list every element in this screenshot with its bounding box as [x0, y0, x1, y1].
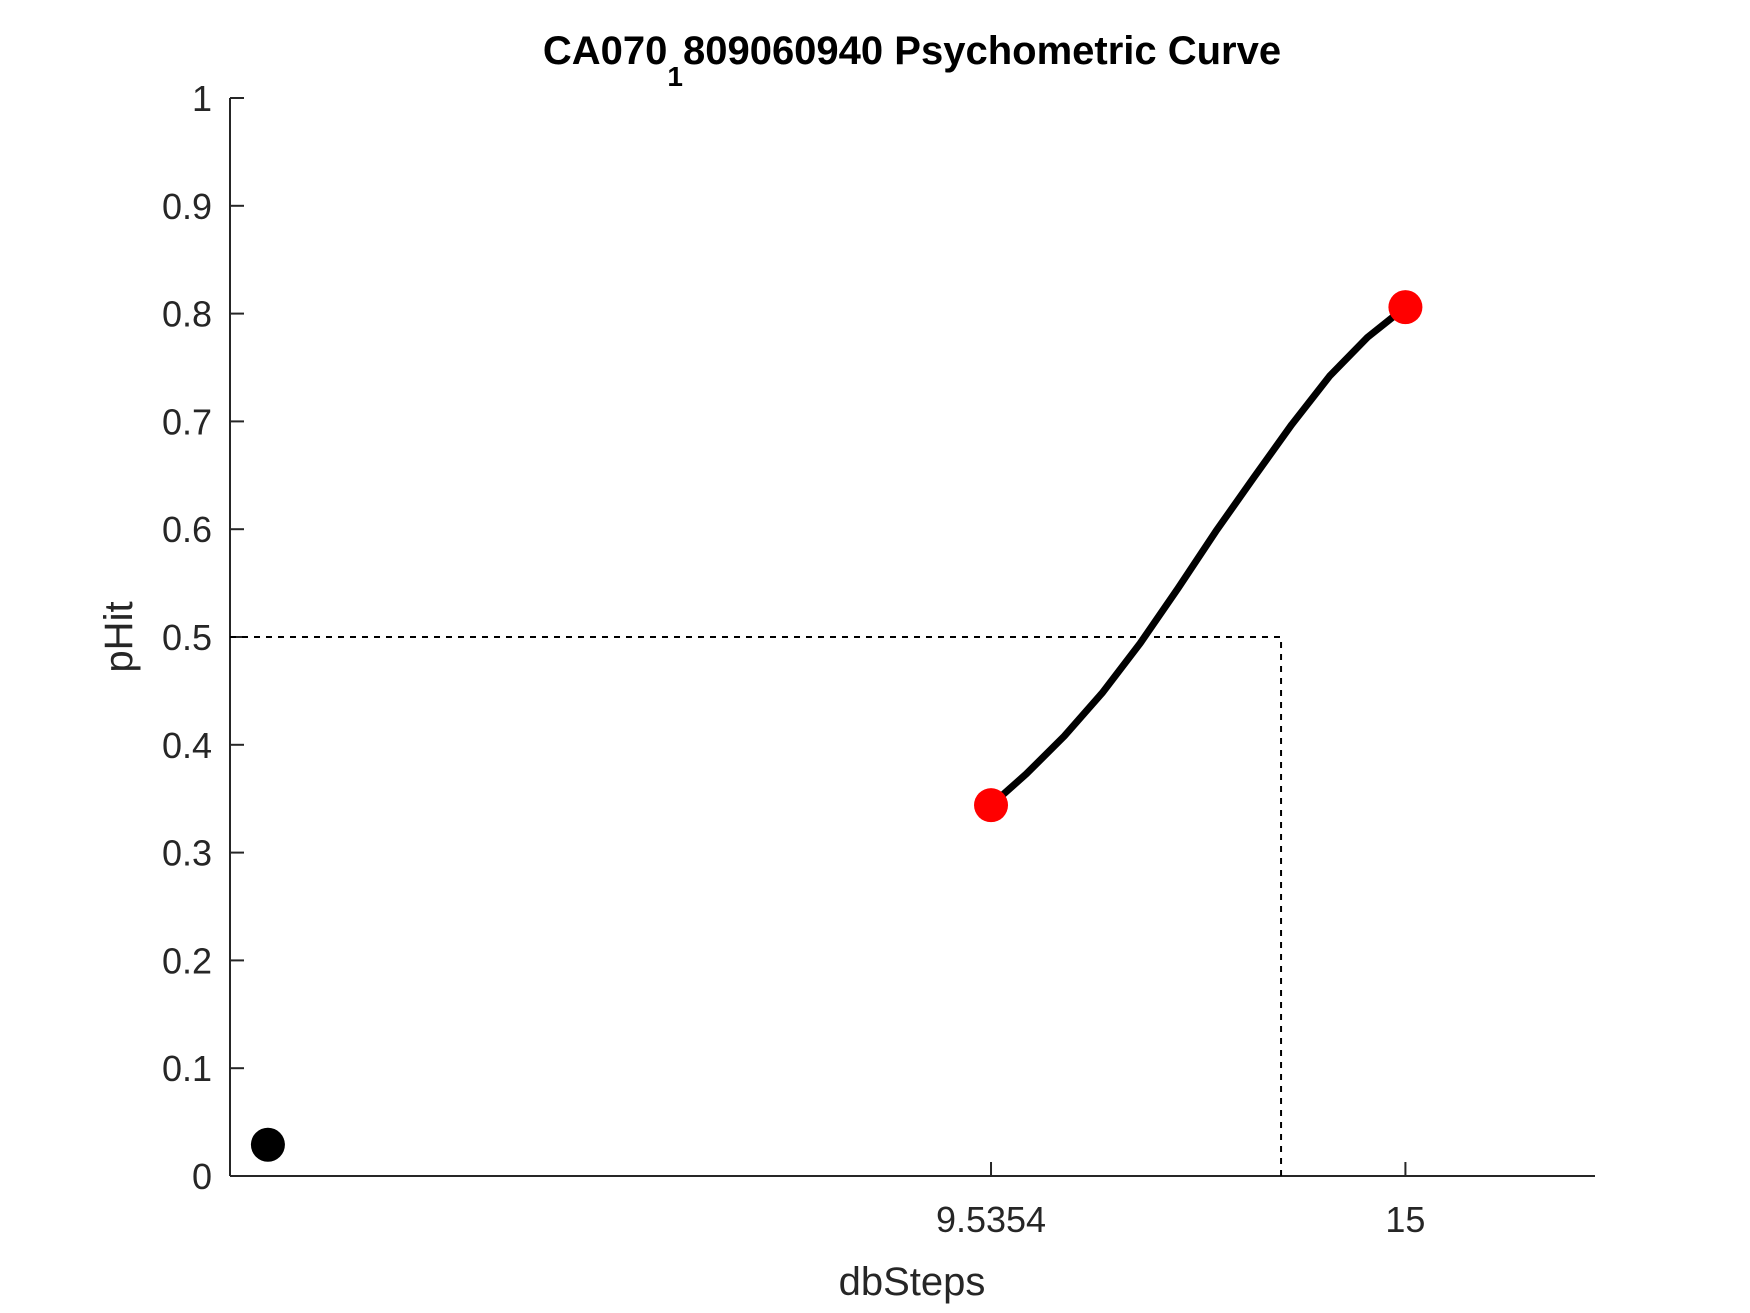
- data-point: [250, 1127, 285, 1162]
- x-tick-label: 9.5354: [936, 1199, 1046, 1240]
- y-tick-label: 0.1: [162, 1048, 212, 1089]
- fit-curve-line: [987, 303, 1409, 809]
- y-tick-label: 0.9: [162, 186, 212, 227]
- chart-title-suffix: 809060940 Psychometric Curve: [683, 29, 1281, 73]
- x-tick-label: 15: [1385, 1199, 1425, 1240]
- chart-title-subscript: 1: [667, 61, 683, 92]
- y-axis-label: pHit: [97, 601, 141, 672]
- y-tick-label: 0: [192, 1156, 212, 1197]
- y-tick-label: 0.2: [162, 940, 212, 981]
- y-tick-label: 1: [192, 78, 212, 119]
- y-tick-label: 0.3: [162, 833, 212, 874]
- chart-title: CA0701809060940 Psychometric Curve: [543, 29, 1281, 92]
- chart-title-prefix: CA070: [543, 29, 668, 73]
- y-tick-label: 0.4: [162, 725, 212, 766]
- data-point: [1388, 290, 1423, 325]
- y-axis-ticks: 0 0.1 0.2 0.3 0.4 0.5 0.6 0.7 0.8 0.9 1: [162, 78, 244, 1197]
- x-axis-ticks: 9.5354 15: [936, 1162, 1425, 1240]
- y-tick-label: 0.7: [162, 401, 212, 442]
- y-tick-label: 0.6: [162, 509, 212, 550]
- y-tick-label: 0.8: [162, 294, 212, 335]
- y-tick-label: 0.5: [162, 617, 212, 658]
- data-points: [250, 290, 1423, 1162]
- data-point: [974, 788, 1009, 823]
- x-axis-label: dbSteps: [839, 1260, 986, 1304]
- threshold-dashed-line: [230, 636, 1283, 1176]
